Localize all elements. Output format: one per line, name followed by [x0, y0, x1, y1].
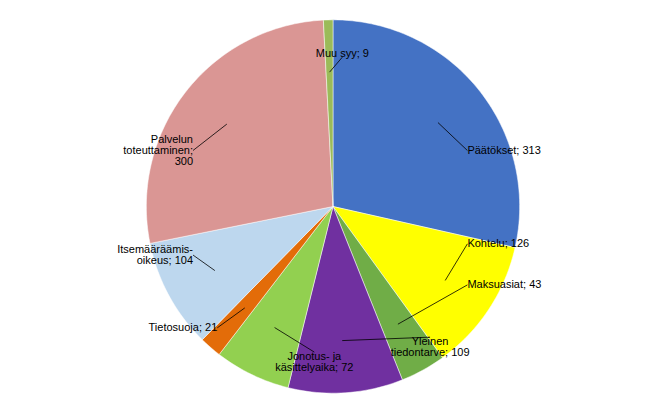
svg-text:Maksuasiat; 43: Maksuasiat; 43	[467, 278, 541, 290]
svg-text:Yleinentiedontarve; 109: Yleinentiedontarve; 109	[391, 335, 470, 358]
svg-text:Palveluntoteuttaminen;300: Palveluntoteuttaminen;300	[123, 133, 193, 167]
svg-text:Päätökset; 313: Päätökset; 313	[467, 144, 540, 156]
svg-text:Tietosuoja; 21: Tietosuoja; 21	[149, 321, 218, 333]
svg-text:Muu syy; 9: Muu syy; 9	[316, 47, 369, 59]
svg-text:Jonotus- jakäsittelyaika; 72: Jonotus- jakäsittelyaika; 72	[275, 350, 353, 373]
svg-text:Kohtelu; 126: Kohtelu; 126	[467, 237, 529, 249]
svg-text:Itsemääräämis-oikeus; 104: Itsemääräämis-oikeus; 104	[117, 243, 193, 266]
